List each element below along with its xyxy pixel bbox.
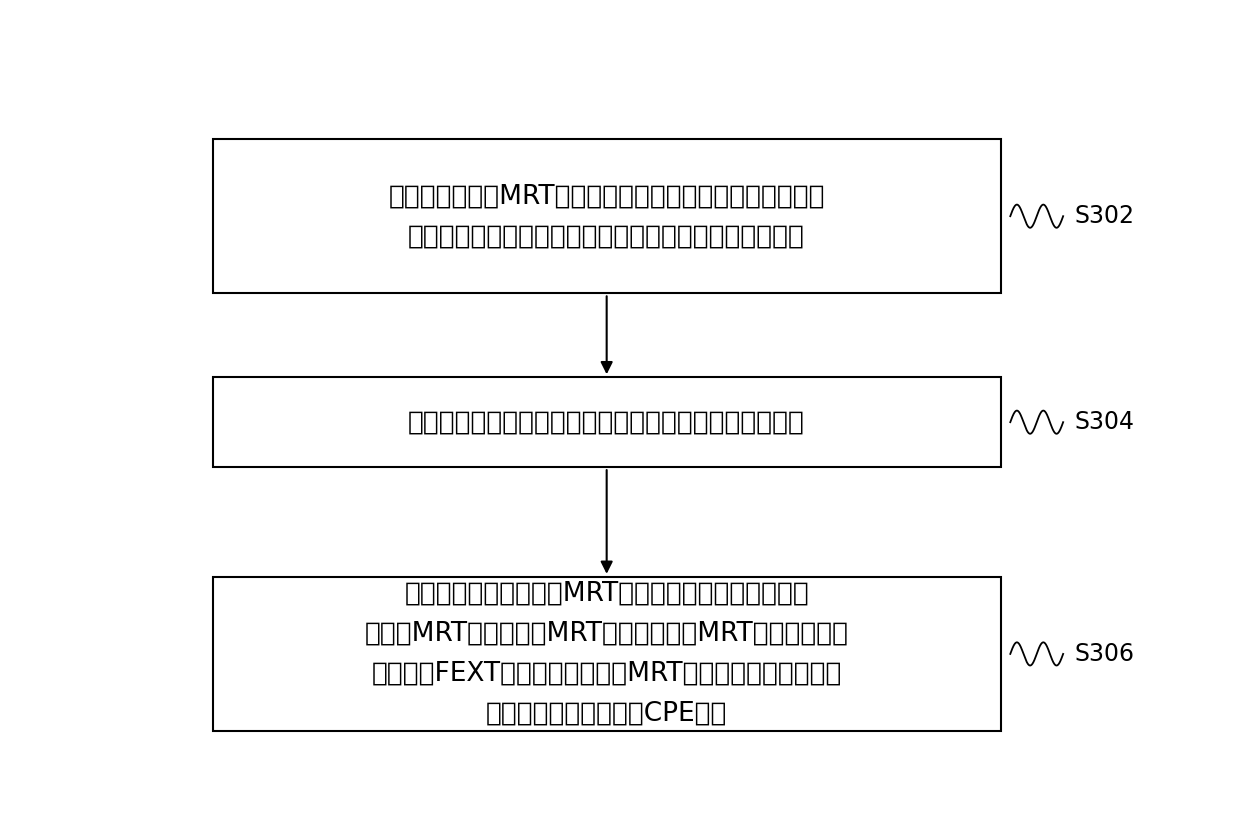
Bar <box>213 139 1001 293</box>
Text: 接收最大比传输MRT控制器发送的信令，其中，信令用于指
示退出或者进入预定分组的线对的标识和预定分组的标识: 接收最大比传输MRT控制器发送的信令，其中，信令用于指 示退出或者进入预定分组的… <box>388 183 825 249</box>
Text: S306: S306 <box>1075 642 1135 666</box>
Text: 根据线对的标识和预定分组的标识，获取预编码系数矩阵: 根据线对的标识和预定分组的标识，获取预编码系数矩阵 <box>408 409 805 436</box>
Bar <box>213 377 1001 467</box>
Text: S304: S304 <box>1075 410 1135 434</box>
Text: 通过预编码系数矩阵对MRT信道矩阵进行对角化处理，
其中，MRT信道矩阵是MRT预编码器根据MRT预编码矩阵和
远端串扰FEXT信道矩阵生成的且MRT信道矩阵的: 通过预编码系数矩阵对MRT信道矩阵进行对角化处理， 其中，MRT信道矩阵是MRT… <box>365 581 848 727</box>
Text: S302: S302 <box>1075 204 1135 228</box>
Bar <box>213 577 1001 732</box>
